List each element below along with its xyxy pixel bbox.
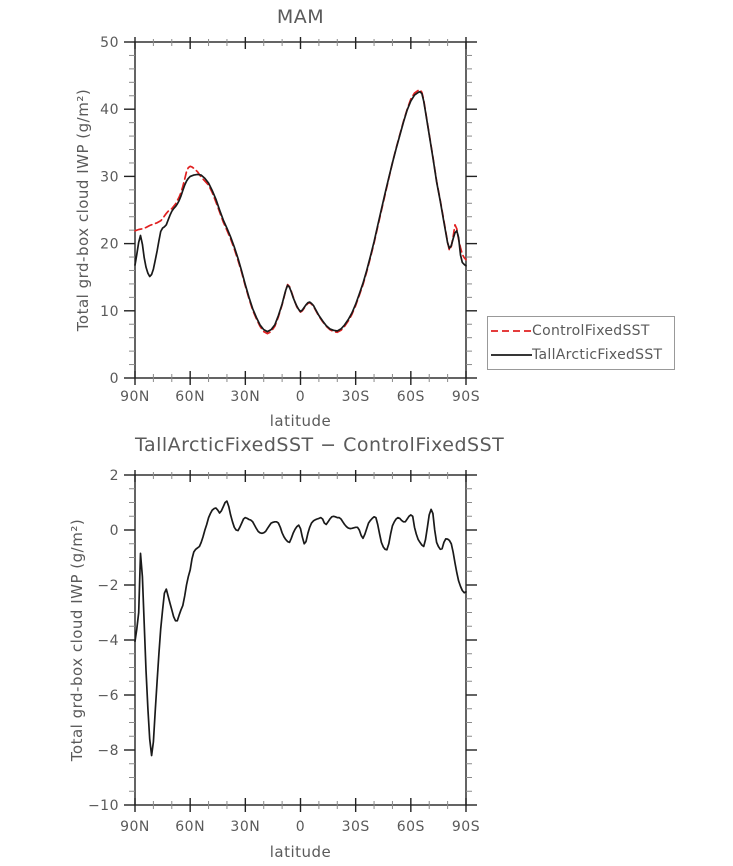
bottom-chart-y-axis-label: Total grd-box cloud IWP (g/m²): [68, 518, 86, 762]
y-tick-label: 50: [100, 35, 119, 51]
series-line-controlfixedsst: [134, 88, 467, 335]
y-tick-label: 10: [100, 304, 119, 320]
x-tick-label: 30S: [342, 389, 370, 405]
bottom-chart-title: TallArcticFixedSST − ControlFixedSST: [135, 434, 505, 456]
x-tick-label: 30N: [230, 819, 260, 835]
plot-frame: [134, 474, 467, 806]
x-tick-label: 90S: [452, 819, 480, 835]
x-tick-label: 60S: [397, 389, 425, 405]
legend: ControlFixedSST TallArcticFixedSST: [487, 316, 675, 370]
bottom-chart-x-axis-label: latitude: [269, 843, 332, 861]
mam-chart-canvas: 90N 60N 30N 0 30S 60S 90S 0 10 20 30 40 50: [100, 35, 480, 405]
y-tick-label: −10: [88, 798, 119, 814]
legend-entry-label: ControlFixedSST: [532, 323, 650, 339]
x-tick-label: 60N: [175, 389, 205, 405]
y-tick-label: 40: [100, 102, 119, 118]
legend-line-sample: [491, 354, 532, 356]
legend-line-sample: [491, 330, 532, 332]
y-tick-label: −4: [97, 633, 119, 649]
y-tick-label: −6: [97, 688, 119, 704]
x-tick-label: 60S: [397, 819, 425, 835]
y-tick-label: 0: [110, 371, 119, 387]
y-tick-label: 20: [100, 237, 119, 253]
legend-entry: TallArcticFixedSST: [491, 343, 674, 367]
x-tick-label: 90S: [452, 389, 480, 405]
y-tick-label: 0: [110, 523, 119, 539]
y-tick-label: −8: [97, 743, 119, 759]
top-chart-x-axis-label: latitude: [269, 412, 332, 430]
x-tick-label: 60N: [175, 819, 205, 835]
x-tick-label: 90N: [120, 389, 150, 405]
legend-entry: ControlFixedSST: [491, 319, 674, 343]
x-tick-label: 30S: [342, 819, 370, 835]
top-chart-y-axis-label: Total grd-box cloud IWP (g/m²): [74, 88, 92, 332]
series-line-tallarcticfixedsst: [134, 90, 467, 333]
x-tick-label: 0: [296, 819, 305, 835]
x-tick-label: 0: [296, 389, 305, 405]
x-tick-label: 90N: [120, 819, 150, 835]
legend-entry-label: TallArcticFixedSST: [532, 347, 663, 363]
series-line-tallarcticfixedsst-controlfixedsst: [134, 500, 467, 757]
y-tick-label: 2: [110, 468, 119, 484]
x-tick-label: 30N: [230, 389, 260, 405]
difference-chart-canvas: 90N 60N 30N 0 30S 60S 90S −10 −8 −6 −4 −2 0 2: [88, 468, 480, 835]
y-tick-label: −2: [97, 578, 119, 594]
top-chart-title: MAM: [276, 6, 325, 28]
y-tick-label: 30: [100, 169, 119, 185]
